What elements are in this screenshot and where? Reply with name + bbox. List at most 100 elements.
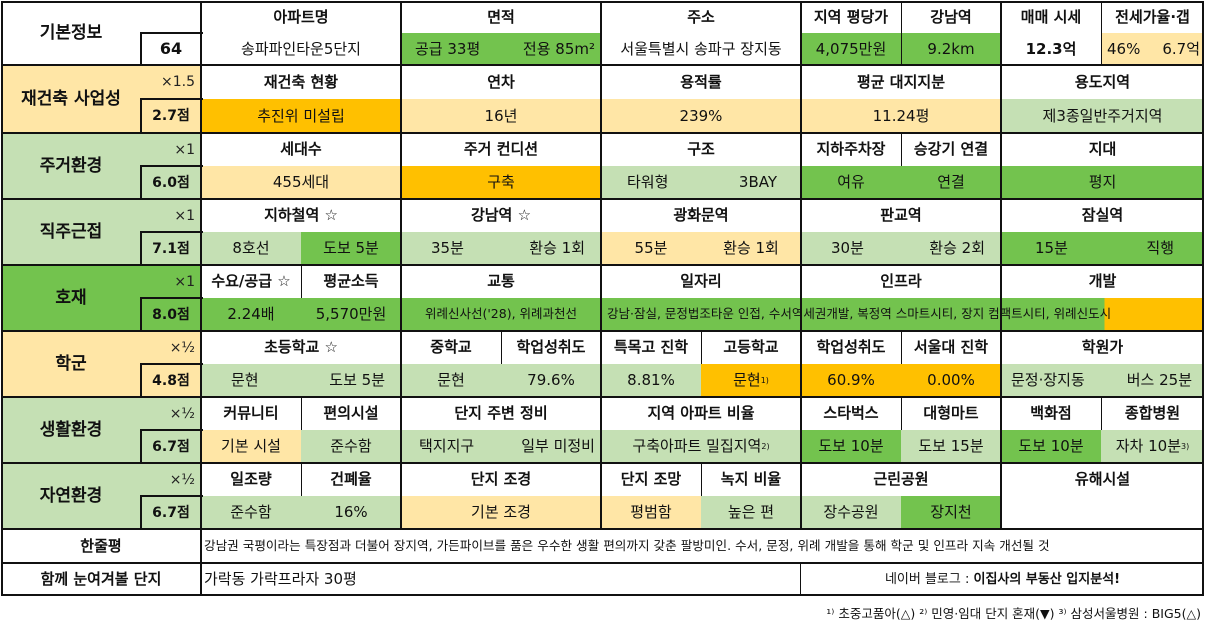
gap-amount: 6.7억 <box>1162 39 1200 58</box>
border-group-1000 <box>1000 1 1002 529</box>
high-achievement: 60.9% <box>801 364 901 397</box>
header-middle: 중학교 <box>401 331 501 364</box>
households: 455세대 <box>201 166 401 199</box>
inner-line-700-school <box>701 331 702 364</box>
header-middle-achievement: 학업성취도 <box>501 331 601 364</box>
header-park: 근린공원 <box>801 463 1001 496</box>
pangyo-time: 30분 <box>831 239 864 257</box>
zoning: 제3종일반주거지역 <box>1001 99 1204 133</box>
academy-area: 문정·장지동 <box>1011 371 1085 389</box>
header-condition: 주거 컨디션 <box>401 133 601 166</box>
border-group-600 <box>600 1 602 529</box>
score-box-vline-4 <box>140 231 142 265</box>
inner-line-1100-basic <box>1101 1 1102 65</box>
living-weight: ×1 <box>141 133 201 166</box>
header-jeonse-ratio-gap: 전세가율·갭 <box>1101 1 1204 33</box>
inner-line-300-life <box>301 397 302 430</box>
jeonse-ratio: 46% <box>1107 39 1141 58</box>
department-store: 도보 10분 <box>1001 430 1101 463</box>
header-surroundings: 단지 주변 정비 <box>401 397 601 430</box>
school-weight: ×½ <box>141 331 201 364</box>
school-score: 4.8점 <box>141 364 201 397</box>
category-life: 생활환경 <box>1 397 141 463</box>
score-box-vline-7 <box>140 429 142 463</box>
analysis-sheet: 기본정보 64 아파트명 면적 주소 지역 평당가 강남역 매매 시세 전세가율… <box>1 1 1204 596</box>
header-dev: 개발 <box>1001 265 1204 298</box>
nature-weight: ×½ <box>141 463 201 496</box>
jeonse-cell: 46% 6.7억 <box>1101 33 1204 65</box>
header-rebuild-status: 재건축 현황 <box>201 65 401 99</box>
header-apartment-ratio: 지역 아파트 비율 <box>601 397 801 430</box>
middle-name: 문현 <box>401 364 501 397</box>
border-row-4 <box>1 264 1204 266</box>
inner-line-900-school <box>901 331 902 364</box>
parking: 여유 <box>801 166 901 199</box>
border-top <box>1 1 1204 3</box>
gangnam-time: 35분 <box>431 239 464 257</box>
surroundings-status: 일부 미정비 <box>521 437 595 455</box>
income: 5,570만원 <box>301 298 401 331</box>
border-row-6 <box>1 396 1204 398</box>
commute-score: 7.1점 <box>141 232 201 265</box>
score-box-vline-8 <box>140 495 142 529</box>
commute-weight: ×1 <box>141 199 201 232</box>
category-development: 호재 <box>1 265 141 331</box>
score-box-line-1 <box>141 32 203 34</box>
pangyo-transfer: 환승 2회 <box>929 239 985 257</box>
header-zoning: 용도지역 <box>1001 65 1204 99</box>
score-box-line-3 <box>141 165 203 167</box>
border-row-3 <box>1 198 1204 200</box>
header-sunlight: 일조량 <box>201 463 301 496</box>
header-apartment-name: 아파트명 <box>201 1 401 33</box>
score-box-vline-6 <box>140 363 142 397</box>
header-community: 커뮤니티 <box>201 397 301 430</box>
structure-bay: 3BAY <box>738 173 777 191</box>
blog-prefix: 네이버 블로그 : <box>884 572 970 587</box>
header-gwanghwamun: 광화문역 <box>601 199 801 232</box>
surroundings-cell: 택지지구 일부 미정비 <box>401 430 601 463</box>
blog-name: 이집사의 부동산 입지분석! <box>973 572 1121 587</box>
life-score: 6.7점 <box>141 430 201 463</box>
category-commute: 직주근접 <box>1 199 141 265</box>
property-number: 64 <box>159 39 183 58</box>
header-high-achievement: 학업성취도 <box>801 331 901 364</box>
header-jobs: 일자리 <box>601 265 801 298</box>
header-coverage: 건폐율 <box>301 463 401 496</box>
border-right <box>1202 1 1204 596</box>
footnote-marker-1: 1) <box>760 375 769 385</box>
header-parking: 지하주차장 <box>801 133 901 166</box>
inner-line-900-life <box>901 397 902 430</box>
condition: 구축 <box>401 166 601 199</box>
header-convenience: 편의시설 <box>301 397 401 430</box>
area-exclusive: 전용 85m² <box>522 39 595 58</box>
special-high-rate: 8.81% <box>601 364 701 397</box>
border-group-400 <box>400 1 402 529</box>
border-row-2 <box>1 132 1204 134</box>
terrain: 평지 <box>1001 166 1204 199</box>
price-per-pyeong: 4,075만원 <box>801 33 901 65</box>
academy-bus: 버스 25분 <box>1126 371 1192 389</box>
footnotes: ¹⁾ 초중고품아(△) ²⁾ 민영·임대 단지 혼재(▼) ³⁾ 삼성서울병원 … <box>826 606 1201 621</box>
inner-line-900-living <box>901 133 902 166</box>
subway-line: 8호선 <box>201 232 301 265</box>
score-box-vline-3 <box>140 165 142 199</box>
rebuild-weight: ×1.5 <box>141 65 201 99</box>
elementary-cell: 문현 도보 5분 <box>201 364 401 397</box>
middle-achievement: 79.6% <box>501 364 601 397</box>
living-score: 6.0점 <box>141 166 201 199</box>
header-hospital: 종합병원 <box>1101 397 1204 430</box>
supply-demand: 2.24배 <box>201 298 301 331</box>
view: 평범함 <box>601 496 701 529</box>
green-ratio: 높은 편 <box>701 496 801 529</box>
sale-price: 12.3억 <box>1025 39 1077 58</box>
inner-line-700-nature <box>701 463 702 496</box>
score-box-line-2 <box>141 98 203 100</box>
header-sale-price: 매매 시세 <box>1001 1 1101 33</box>
border-row-9 <box>1 562 1204 564</box>
apartment-name: 송파파인타운5단지 <box>241 39 361 58</box>
score-box-line-6 <box>141 363 203 365</box>
header-households: 세대수 <box>201 133 401 166</box>
jamsil-time: 15분 <box>1035 239 1068 257</box>
score-box-line-8 <box>141 495 203 497</box>
jamsil-cell: 15분 직행 <box>1001 232 1204 265</box>
